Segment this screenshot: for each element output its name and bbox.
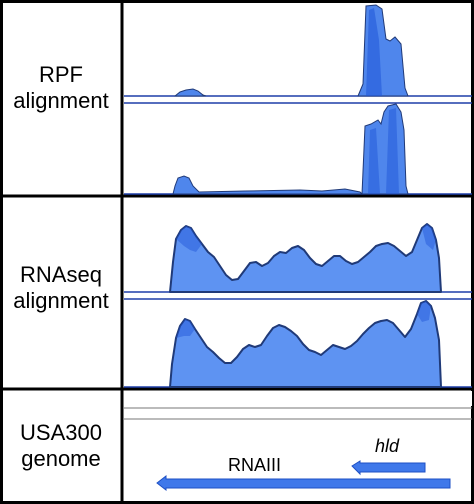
rpf-track-2-peak-shade xyxy=(368,108,399,194)
genome-label-line2: genome xyxy=(21,446,101,471)
genome-label-line1: USA300 xyxy=(20,420,102,445)
rnaseq-track-2-coverage xyxy=(169,300,442,388)
rpf-track-1-minor-peak xyxy=(173,88,207,97)
genome-label: USA300 genome xyxy=(0,420,122,472)
rpf-track-2 xyxy=(124,102,472,195)
rpf-label: RPF alignment xyxy=(0,62,122,114)
rnaseq-track-1 xyxy=(124,223,472,293)
rnaiii-gene-arrow xyxy=(156,474,451,492)
rpf-track-1 xyxy=(124,4,472,97)
rnaseq-track-2 xyxy=(124,298,472,388)
rnaseq-track-1-coverage xyxy=(169,223,442,293)
rpf-track-2-minor-peaks xyxy=(172,175,364,195)
rnaseq-label-line2: alignment xyxy=(13,288,109,313)
rpf-label-line2: alignment xyxy=(13,88,109,113)
genome-ruler-band xyxy=(124,391,472,406)
hld-gene-arrow xyxy=(351,460,426,476)
rnaseq-label-line1: RNAseq xyxy=(20,262,102,287)
rnaseq-label: RNAseq alignment xyxy=(0,262,122,314)
rnaiii-gene-label: RNAIII xyxy=(228,455,282,475)
hld-gene-label: hld xyxy=(375,436,400,456)
genome-track xyxy=(124,391,472,492)
rpf-track-1-major-peak xyxy=(357,4,409,97)
rpf-label-line1: RPF xyxy=(39,62,83,87)
rpf-track-1-peak-shade xyxy=(366,8,382,96)
